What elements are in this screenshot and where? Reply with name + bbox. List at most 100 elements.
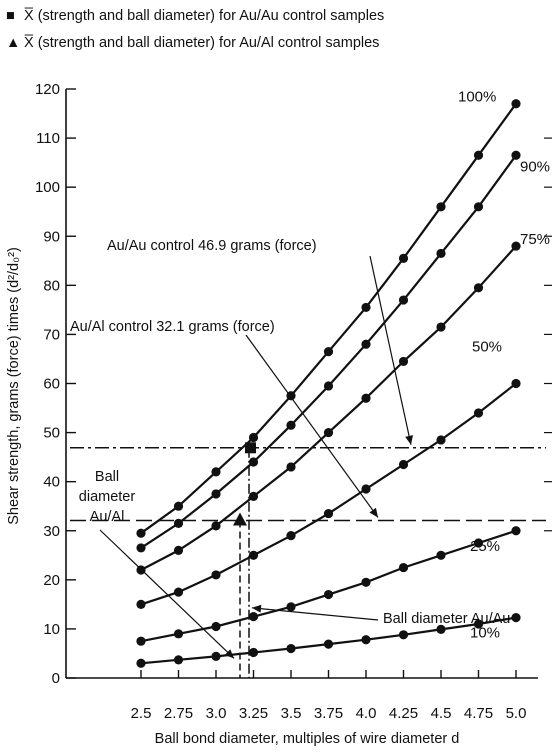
- x-tick-label: 3.75: [314, 705, 343, 722]
- data-point: [173, 501, 184, 511]
- triangle-marker-icon: ▲: [6, 35, 21, 51]
- data-point: [361, 393, 371, 403]
- data-point: [211, 521, 221, 531]
- data-point: [436, 322, 446, 332]
- data-point: [173, 587, 184, 597]
- legend-label: (strength and ball diameter) for Au/Al c…: [33, 35, 380, 51]
- data-point: [398, 459, 409, 470]
- legend-mean-symbol: X̅: [24, 35, 34, 51]
- x-tick-label: 4.75: [464, 705, 493, 722]
- data-point: [398, 630, 409, 640]
- data-point: [398, 356, 409, 367]
- legend-item-au-al: ▲ X̅ (strength and ball diameter) for Au/…: [6, 35, 379, 51]
- x-tick-label: 2.75: [164, 705, 193, 722]
- data-point: [323, 639, 334, 649]
- data-point: [248, 550, 259, 560]
- data-point: [473, 283, 484, 293]
- y-tick-label: 110: [36, 130, 60, 147]
- x-tick-label: 4.5: [431, 705, 452, 722]
- series-label: 90%: [520, 158, 550, 175]
- data-point: [436, 550, 446, 560]
- series-label: 10%: [470, 625, 500, 642]
- data-point: [136, 543, 146, 553]
- data-point: [211, 651, 221, 662]
- data-point: [286, 462, 296, 472]
- arrow-au-al-control-head: [369, 507, 378, 518]
- data-point: [473, 202, 484, 212]
- arrow-au-al-control: [245, 334, 379, 518]
- legend-item-au-au: ■ X̅ (strength and ball diameter) for Au/…: [6, 8, 384, 24]
- annotation-ball-dia-au-al-line1: Ball: [95, 469, 119, 485]
- series-label: 75%: [520, 231, 550, 248]
- data-point: [473, 408, 484, 418]
- data-point: [436, 435, 446, 445]
- series-group: 100% 90% 75% 50% 25% 10%: [136, 89, 550, 668]
- y-tick-label: 60: [43, 376, 60, 393]
- reference-lines: [70, 447, 546, 678]
- data-point: [136, 658, 146, 668]
- arrow-ball-dia-au-al: [99, 529, 235, 659]
- data-point: [211, 621, 221, 632]
- y-tick-label: 90: [43, 228, 60, 245]
- data-point: [511, 150, 521, 160]
- legend-mean-symbol: X̅: [24, 8, 34, 24]
- arrow-au-au-control-head: [405, 435, 413, 445]
- square-marker-icon: ■: [6, 8, 15, 24]
- annotation-au-au-control: Au/Au control 46.9 grams (force): [107, 238, 317, 254]
- y-axis-label: Shear strength, grams (force) times (d²/…: [6, 247, 22, 525]
- data-point: [436, 624, 446, 635]
- arrow-ball-dia-au-au-head: [252, 604, 262, 613]
- annotation-ball-dia-au-al-line3: Au/Al: [90, 509, 125, 525]
- data-point: [361, 339, 371, 349]
- data-point: [398, 562, 409, 573]
- y-tick-label: 80: [43, 277, 60, 294]
- annotation-au-al-control: Au/Al control 32.1 grams (force): [70, 319, 275, 335]
- series-label: 50%: [472, 339, 502, 356]
- x-tick-label: 3.5: [281, 705, 302, 722]
- data-point: [286, 420, 296, 430]
- data-point: [323, 427, 334, 438]
- x-tick-label: 3.0: [206, 705, 227, 722]
- y-tick-label: 10: [43, 621, 60, 638]
- au-au-control-marker: [245, 442, 256, 454]
- data-point: [361, 484, 371, 494]
- y-tick-label: 40: [43, 474, 60, 491]
- data-point: [473, 150, 484, 160]
- data-point: [286, 643, 296, 654]
- arrow-au-au-control: [369, 255, 412, 445]
- y-tick-label: 20: [43, 572, 60, 589]
- data-point: [248, 432, 259, 443]
- data-point: [436, 202, 446, 212]
- data-point: [511, 378, 521, 389]
- data-point: [473, 619, 484, 629]
- x-tick-label: 2.5: [131, 705, 152, 722]
- data-point: [323, 589, 334, 600]
- x-tick-label: 4.25: [389, 705, 418, 722]
- data-point: [286, 531, 296, 541]
- series-label: 100%: [458, 89, 496, 106]
- data-point: [211, 570, 221, 580]
- data-point: [173, 629, 184, 639]
- x-axis-label: Ball bond diameter, multiples of wire di…: [155, 731, 460, 747]
- data-point: [473, 538, 484, 548]
- axes: 0 10 20 30 40 50 60 70 80 90 100 110 120 2.5 2.75 3.0 3.…: [35, 81, 552, 722]
- y-tick-label: 70: [43, 326, 60, 343]
- data-point: [511, 241, 521, 251]
- data-point: [323, 381, 334, 391]
- x-tick-label: 4.0: [356, 705, 377, 722]
- y-tick-label: 0: [52, 670, 60, 687]
- x-tick-label: 3.25: [239, 705, 268, 722]
- data-point: [173, 518, 184, 528]
- y-tick-label: 50: [43, 425, 60, 442]
- y-tick-label: 120: [35, 81, 60, 98]
- au-al-control-marker: [233, 512, 247, 526]
- data-point: [398, 253, 409, 263]
- annotation-ball-dia-au-au: Ball diameter Au/Au: [383, 611, 510, 627]
- data-point: [136, 528, 146, 538]
- data-point: [248, 612, 259, 622]
- arrow-ball-dia-au-al-head: [224, 649, 234, 659]
- legend-label: (strength and ball diameter) for Au/Au c…: [33, 8, 385, 24]
- annotation-ball-dia-au-al-line2: diameter: [79, 489, 136, 505]
- data-point: [361, 577, 371, 587]
